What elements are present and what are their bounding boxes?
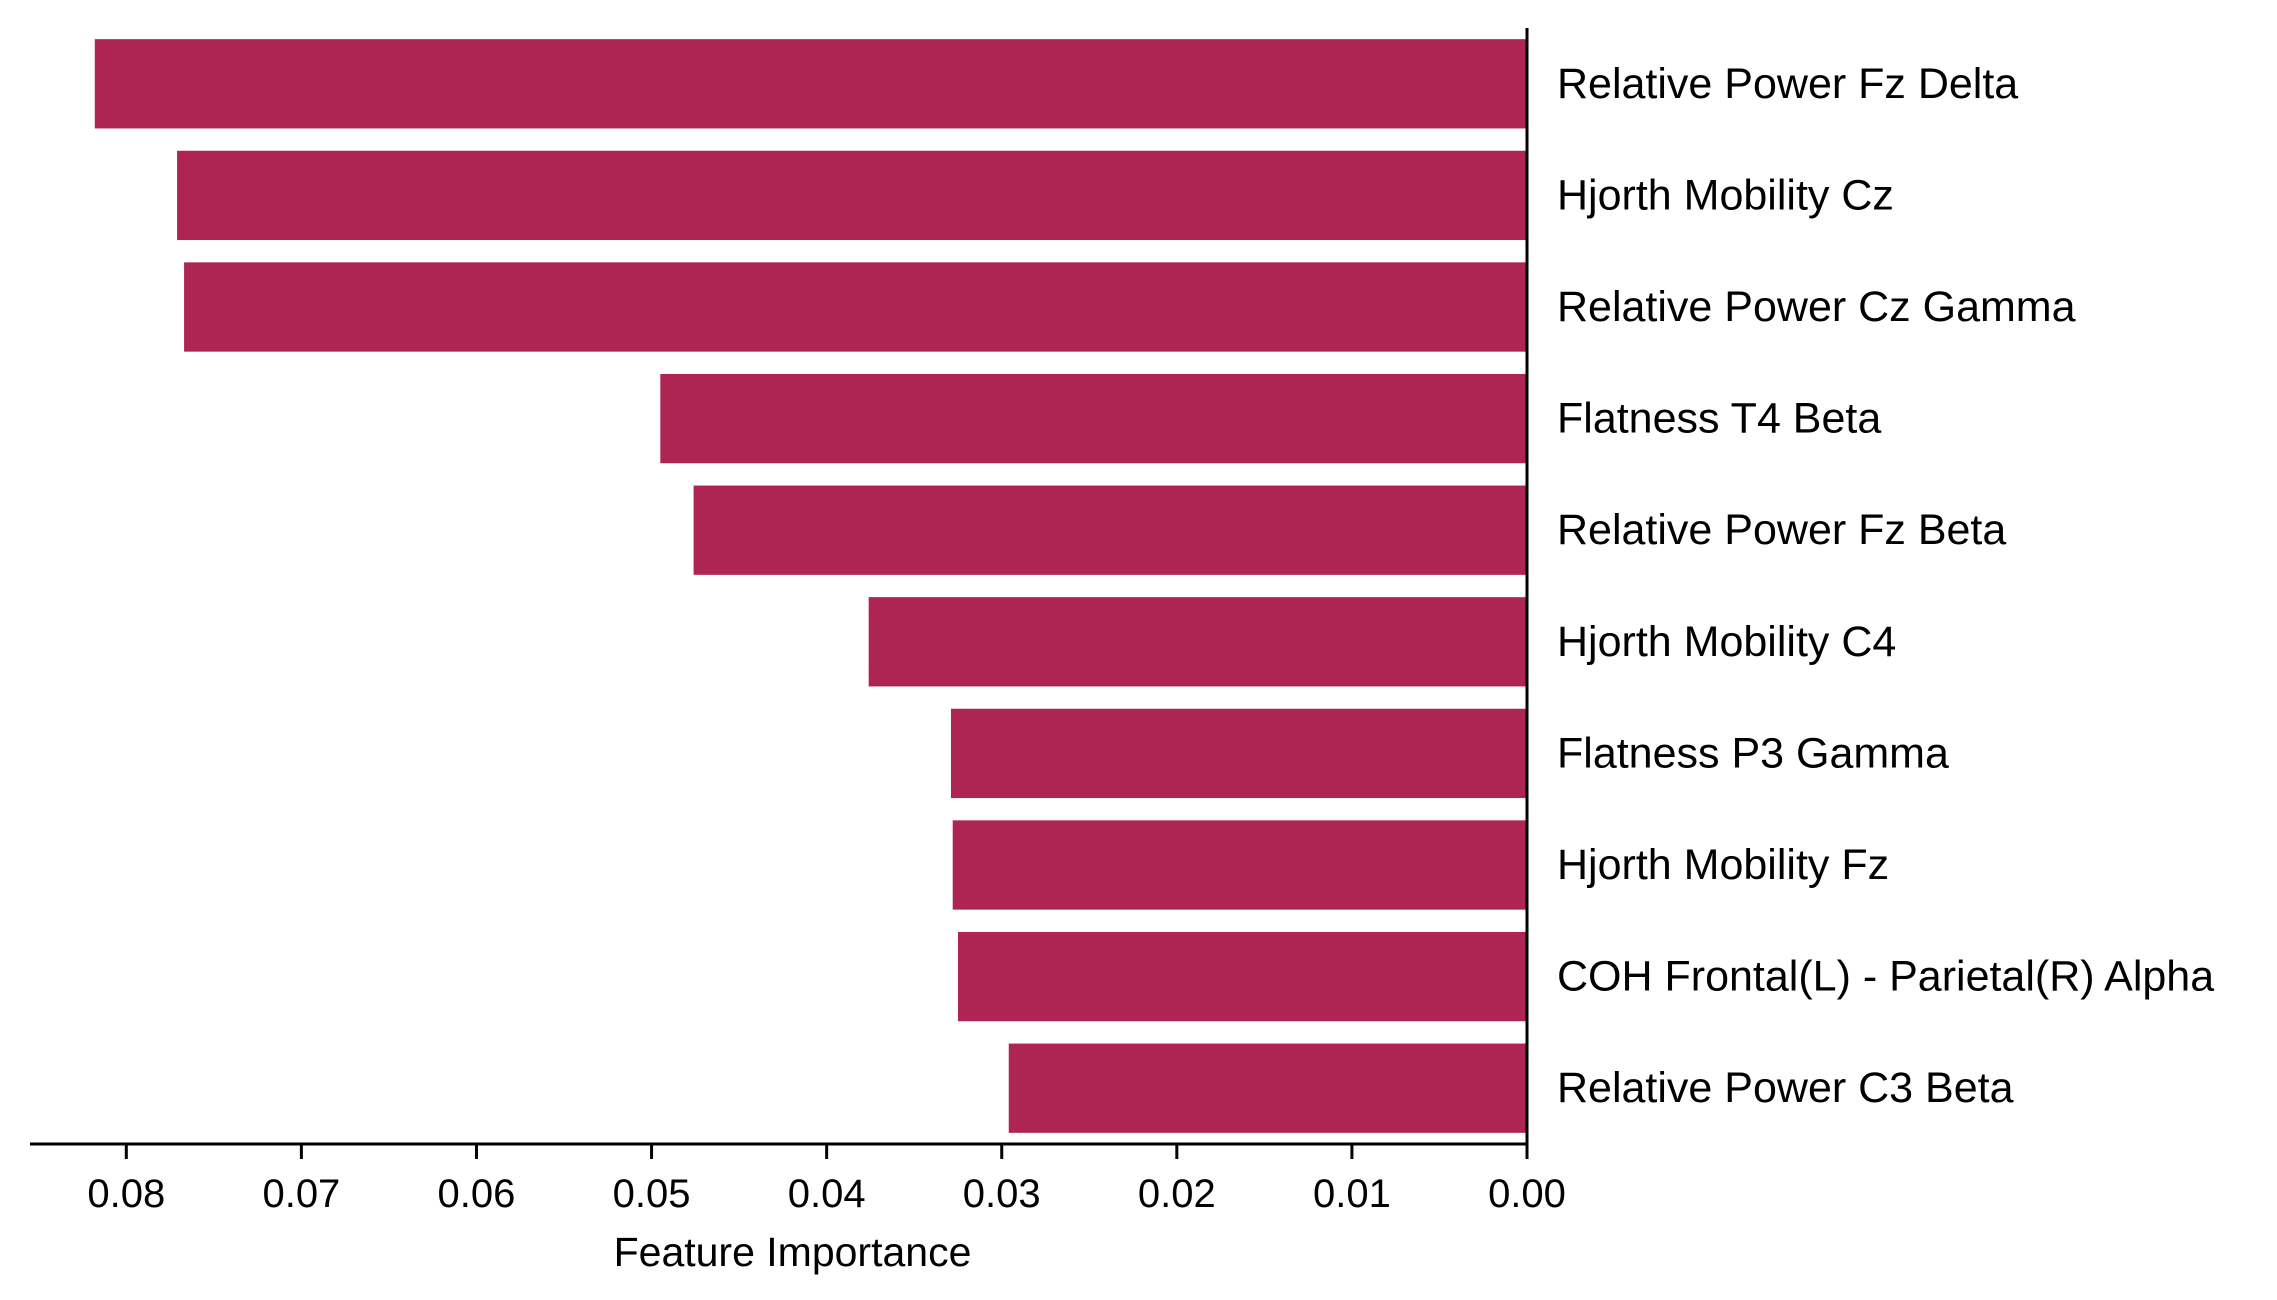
category-labels-group: Relative Power Fz Delta Hjorth Mobility C… [1557, 60, 2214, 1112]
bar-6 [868, 597, 1527, 687]
category-label-8: Hjorth Mobility Fz [1557, 841, 1889, 889]
category-label-7: Flatness P3 Gamma [1557, 729, 1949, 777]
category-label-9: COH Frontal(L) - Parietal(R) Alpha [1557, 953, 2214, 1001]
bars-group [94, 39, 1528, 1133]
bar-7 [950, 708, 1527, 799]
bar-4 [660, 373, 1527, 464]
category-label-6: Hjorth Mobility C4 [1557, 618, 1896, 666]
bar-8 [952, 820, 1527, 910]
category-label-5: Relative Power Fz Beta [1557, 506, 2006, 554]
bar-9 [957, 931, 1527, 1022]
x-tick-label-1: 0.08 [87, 1172, 165, 1216]
x-tick-label-3: 0.06 [438, 1172, 516, 1216]
category-label-4: Flatness T4 Beta [1557, 395, 1881, 443]
category-label-1: Relative Power Fz Delta [1557, 60, 2018, 108]
x-tick-label-4: 0.05 [613, 1172, 691, 1216]
bar-1 [94, 39, 1527, 129]
x-tick-label-7: 0.02 [1138, 1172, 1216, 1216]
bar-10 [1008, 1043, 1527, 1133]
x-tick-label-2: 0.07 [262, 1172, 340, 1216]
x-tick-label-5: 0.04 [788, 1172, 866, 1216]
bar-2 [177, 150, 1527, 241]
x-ticks-group: 0.08 0.07 0.06 0.05 0.04 0.03 0.02 0.01 0.00 [87, 1144, 1566, 1216]
x-tick-label-8: 0.01 [1313, 1172, 1391, 1216]
category-label-2: Hjorth Mobility Cz [1557, 171, 1894, 219]
x-axis-label: Feature Importance [614, 1229, 972, 1275]
x-tick-label-9: 0.00 [1488, 1172, 1566, 1216]
x-tick-label-6: 0.03 [963, 1172, 1041, 1216]
bar-3 [184, 262, 1528, 352]
bar-5 [693, 485, 1527, 575]
category-label-3: Relative Power Cz Gamma [1557, 283, 2076, 331]
category-label-10: Relative Power C3 Beta [1557, 1064, 2014, 1112]
